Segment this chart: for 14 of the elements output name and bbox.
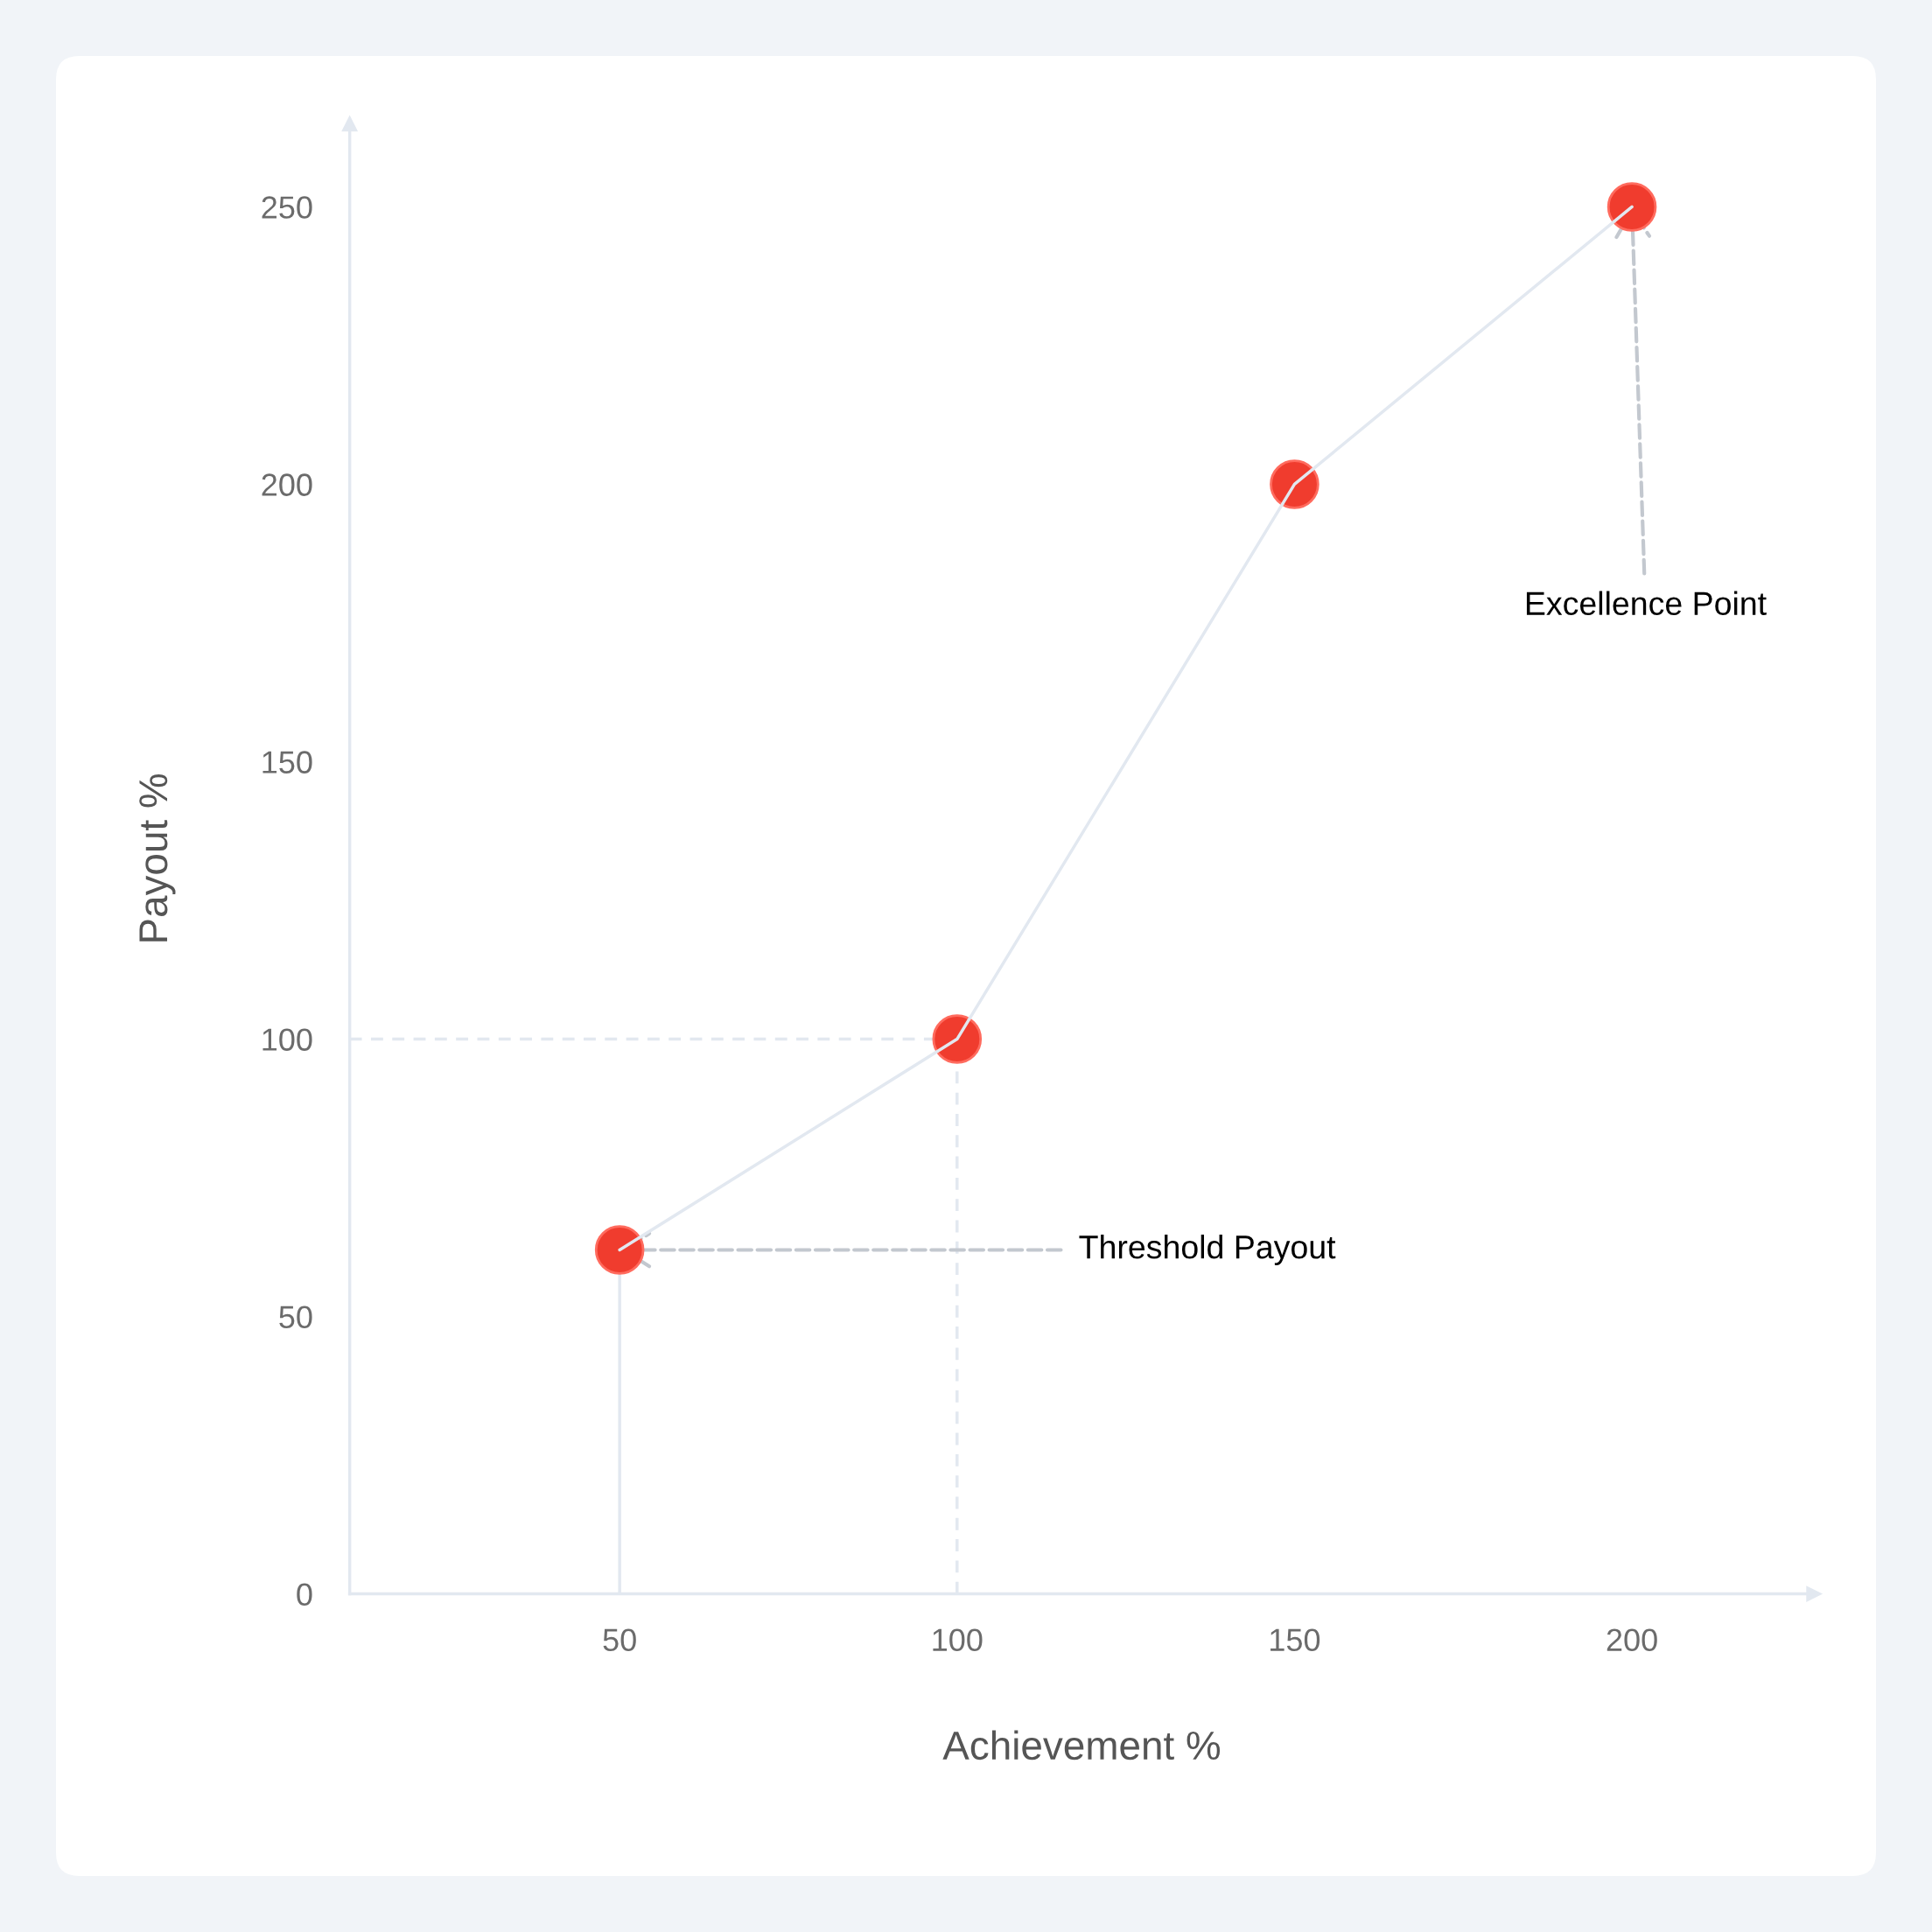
y-tick-label: 100 <box>262 1028 312 1051</box>
annotation: Threshold Payout <box>1079 1235 1336 1265</box>
x-tick-label: 200 <box>1606 1628 1657 1652</box>
x-tick-label: 150 <box>1270 1628 1320 1652</box>
x-tick-label: 50 <box>603 1628 636 1652</box>
annotation: Excellence Point <box>1526 591 1767 616</box>
y-tick-label: 0 <box>297 1583 312 1606</box>
x-axis-title: Achievement % <box>942 1730 1221 1760</box>
y-tick-label: 50 <box>279 1306 312 1328</box>
y-axis-title: Payout % <box>139 774 176 942</box>
y-tick-label: 250 <box>262 196 312 219</box>
y-tick-label: 200 <box>262 473 312 496</box>
x-tick-label: 100 <box>933 1628 983 1652</box>
y-tick-label: 150 <box>262 751 312 774</box>
